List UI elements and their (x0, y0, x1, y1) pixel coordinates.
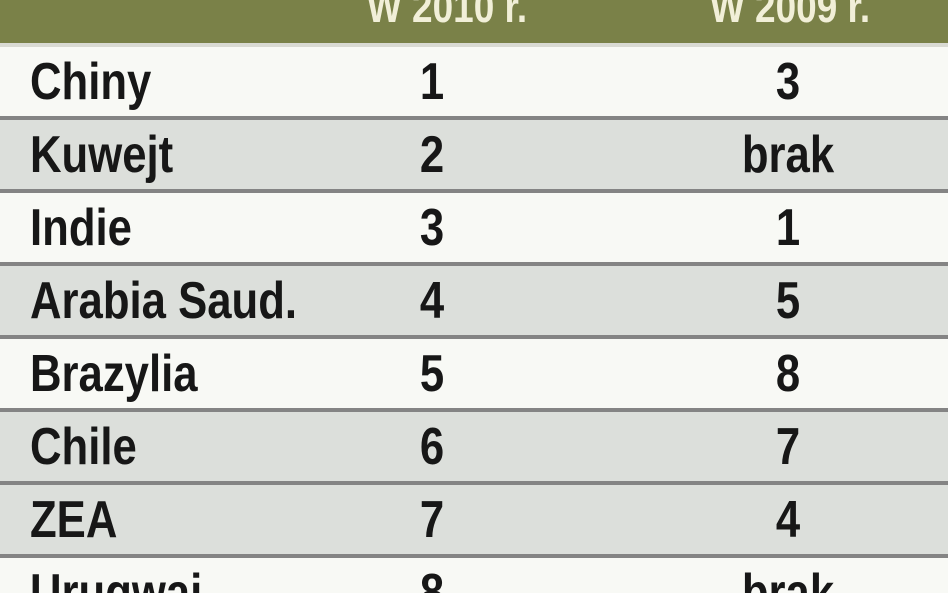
rank-2010-value: 2 (419, 125, 445, 184)
country-label: Chiny (30, 52, 152, 111)
rank-2010-value: 1 (419, 52, 445, 111)
column-header-2010: W 2010 r. (366, 0, 528, 32)
country-label: Kuwejt (30, 125, 174, 184)
table-row: ZEA 7 4 (0, 481, 948, 554)
table-row: Indie 3 1 (0, 189, 948, 262)
country-label: Urugwaj (30, 563, 203, 593)
country-label: Brazylia (30, 344, 198, 403)
rank-2009-value: brak (741, 125, 835, 184)
table-row: Chiny 1 3 (0, 43, 948, 116)
rank-2009-value: 1 (775, 198, 801, 257)
rank-2010-value: 5 (419, 344, 445, 403)
column-header-2009: W 2009 r. (709, 0, 871, 32)
country-label: ZEA (30, 490, 118, 549)
rank-2009-value: 7 (775, 417, 801, 476)
table-body: Chiny 1 3 Kuwejt 2 brak Indie 3 1 Arabia… (0, 43, 948, 593)
rank-2010-value: 6 (419, 417, 445, 476)
country-label: Chile (30, 417, 137, 476)
table-header: W 2010 r. W 2009 r. (0, 0, 948, 43)
rank-2010-value: 4 (419, 271, 445, 330)
rank-2010-value: 8 (419, 563, 445, 593)
rank-2010-value: 3 (419, 198, 445, 257)
country-label: Arabia Saud. (30, 271, 298, 330)
table-row: Urugwaj 8 brak (0, 554, 948, 593)
table-row: Chile 6 7 (0, 408, 948, 481)
rank-2009-value: 8 (775, 344, 801, 403)
table-row: Kuwejt 2 brak (0, 116, 948, 189)
rank-2009-value: 3 (775, 52, 801, 111)
table-row: Brazylia 5 8 (0, 335, 948, 408)
country-label: Indie (30, 198, 132, 257)
rank-2009-value: 4 (775, 490, 801, 549)
rank-2010-value: 7 (419, 490, 445, 549)
table-row: Arabia Saud. 4 5 (0, 262, 948, 335)
rank-2009-value: 5 (775, 271, 801, 330)
rank-2009-value: brak (741, 563, 835, 593)
